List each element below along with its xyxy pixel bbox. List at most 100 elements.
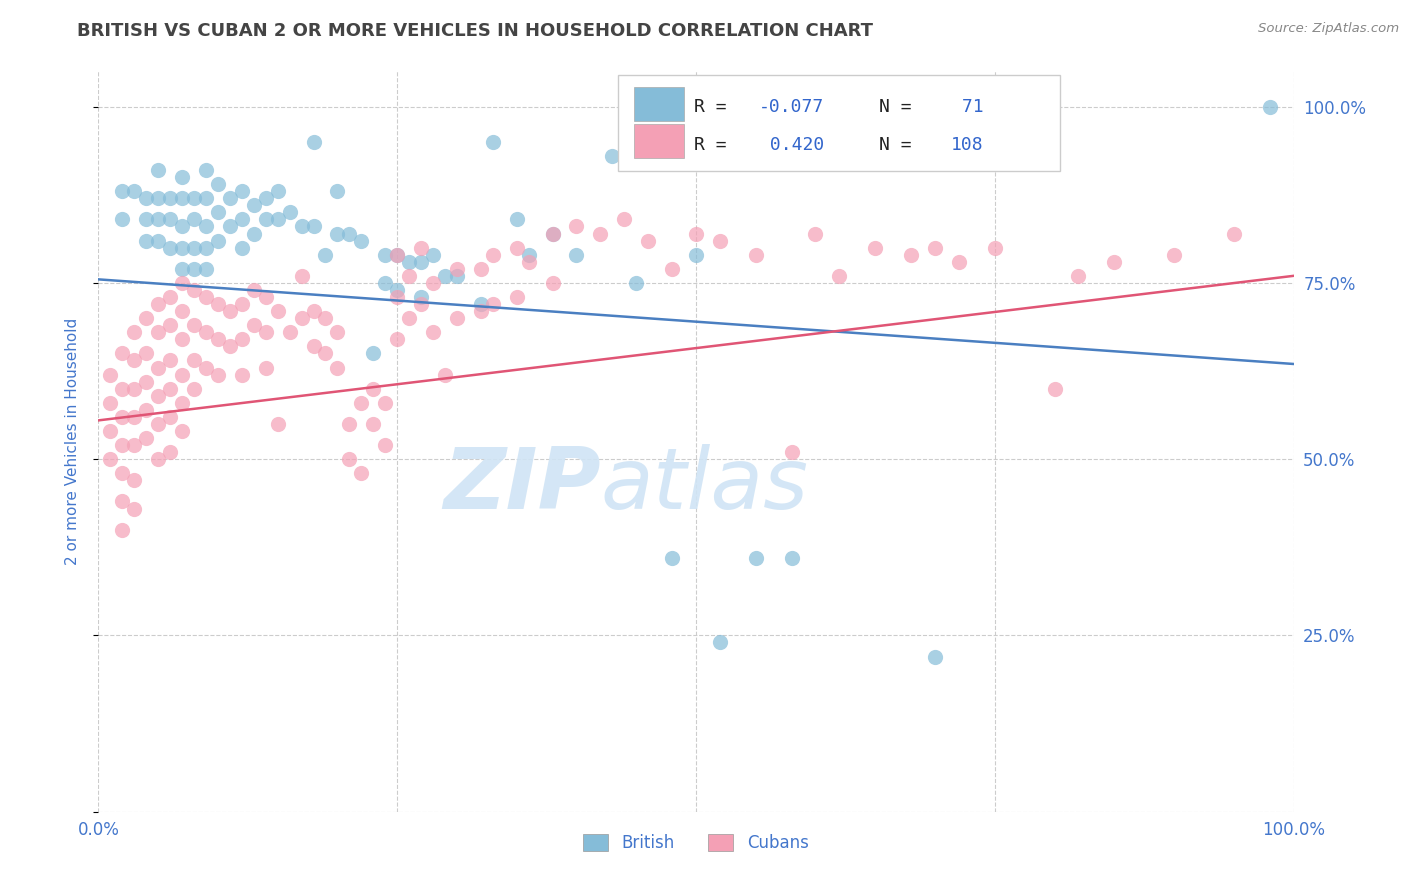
Point bbox=[350, 234, 373, 248]
Point bbox=[195, 261, 218, 276]
Point bbox=[135, 234, 157, 248]
Legend: British, Cubans: British, Cubans bbox=[576, 828, 815, 859]
Text: ZIP: ZIP bbox=[443, 444, 600, 527]
Point bbox=[434, 268, 457, 283]
Point bbox=[172, 332, 194, 346]
Point bbox=[148, 191, 170, 205]
Point bbox=[195, 163, 218, 178]
Point bbox=[398, 254, 420, 268]
Point bbox=[111, 438, 134, 452]
Point bbox=[148, 163, 170, 178]
Point bbox=[148, 325, 170, 339]
Text: N =: N = bbox=[879, 136, 911, 154]
Point bbox=[195, 360, 218, 375]
FancyBboxPatch shape bbox=[634, 124, 685, 158]
Point bbox=[111, 494, 134, 508]
Point bbox=[183, 191, 205, 205]
Point bbox=[422, 325, 444, 339]
Point bbox=[278, 325, 301, 339]
Point bbox=[637, 234, 659, 248]
Point bbox=[231, 368, 253, 382]
Point bbox=[339, 417, 361, 431]
Point bbox=[172, 241, 194, 255]
Point bbox=[661, 550, 683, 565]
Point bbox=[506, 212, 529, 227]
Point bbox=[172, 304, 194, 318]
Point bbox=[219, 339, 242, 353]
Point bbox=[111, 467, 134, 481]
Point bbox=[398, 268, 420, 283]
Point bbox=[219, 219, 242, 234]
Point bbox=[231, 332, 253, 346]
Point bbox=[661, 261, 683, 276]
Point bbox=[159, 212, 181, 227]
Point bbox=[159, 290, 181, 304]
Point bbox=[124, 473, 146, 487]
Point bbox=[1067, 268, 1090, 283]
Point bbox=[135, 212, 157, 227]
Point bbox=[159, 241, 181, 255]
Point bbox=[98, 368, 122, 382]
Point bbox=[804, 227, 827, 241]
Point bbox=[148, 297, 170, 311]
Point bbox=[159, 445, 181, 459]
Y-axis label: 2 or more Vehicles in Household: 2 or more Vehicles in Household bbox=[65, 318, 80, 566]
Text: Source: ZipAtlas.com: Source: ZipAtlas.com bbox=[1258, 22, 1399, 36]
Point bbox=[278, 205, 301, 219]
Point bbox=[267, 304, 290, 318]
Point bbox=[385, 283, 409, 297]
Point bbox=[828, 268, 851, 283]
Point bbox=[207, 297, 229, 311]
Point bbox=[315, 311, 337, 326]
Point bbox=[900, 248, 922, 262]
FancyBboxPatch shape bbox=[634, 87, 685, 121]
Point bbox=[363, 382, 385, 396]
Point bbox=[231, 241, 253, 255]
Point bbox=[98, 424, 122, 438]
Point bbox=[172, 396, 194, 410]
Point bbox=[172, 276, 194, 290]
Point bbox=[302, 219, 325, 234]
Point bbox=[745, 248, 768, 262]
Point bbox=[148, 234, 170, 248]
Point bbox=[124, 409, 146, 424]
Point bbox=[135, 431, 157, 445]
Point bbox=[685, 227, 707, 241]
Point bbox=[254, 191, 277, 205]
Point bbox=[243, 318, 266, 333]
Point bbox=[231, 184, 253, 198]
Point bbox=[231, 212, 253, 227]
Point bbox=[219, 191, 242, 205]
Text: R =: R = bbox=[693, 98, 737, 116]
Point bbox=[302, 304, 325, 318]
Point bbox=[172, 424, 194, 438]
Point bbox=[385, 248, 409, 262]
Point bbox=[613, 212, 636, 227]
Point bbox=[315, 248, 337, 262]
Point bbox=[183, 353, 205, 368]
Point bbox=[291, 219, 314, 234]
Point bbox=[1163, 248, 1185, 262]
Point bbox=[98, 396, 122, 410]
Point bbox=[183, 382, 205, 396]
Point bbox=[243, 227, 266, 241]
Point bbox=[602, 149, 624, 163]
Point bbox=[924, 649, 946, 664]
Point bbox=[374, 396, 396, 410]
Point bbox=[124, 325, 146, 339]
Point bbox=[195, 325, 218, 339]
Point bbox=[446, 311, 468, 326]
Point bbox=[172, 170, 194, 185]
Point bbox=[172, 191, 194, 205]
Point bbox=[267, 184, 290, 198]
Point bbox=[446, 261, 468, 276]
Point bbox=[565, 248, 588, 262]
Point bbox=[207, 234, 229, 248]
Point bbox=[111, 523, 134, 537]
Point bbox=[207, 205, 229, 219]
Point bbox=[541, 227, 564, 241]
Text: N =: N = bbox=[879, 98, 911, 116]
Point bbox=[219, 304, 242, 318]
Text: BRITISH VS CUBAN 2 OR MORE VEHICLES IN HOUSEHOLD CORRELATION CHART: BRITISH VS CUBAN 2 OR MORE VEHICLES IN H… bbox=[77, 22, 873, 40]
Point bbox=[243, 283, 266, 297]
